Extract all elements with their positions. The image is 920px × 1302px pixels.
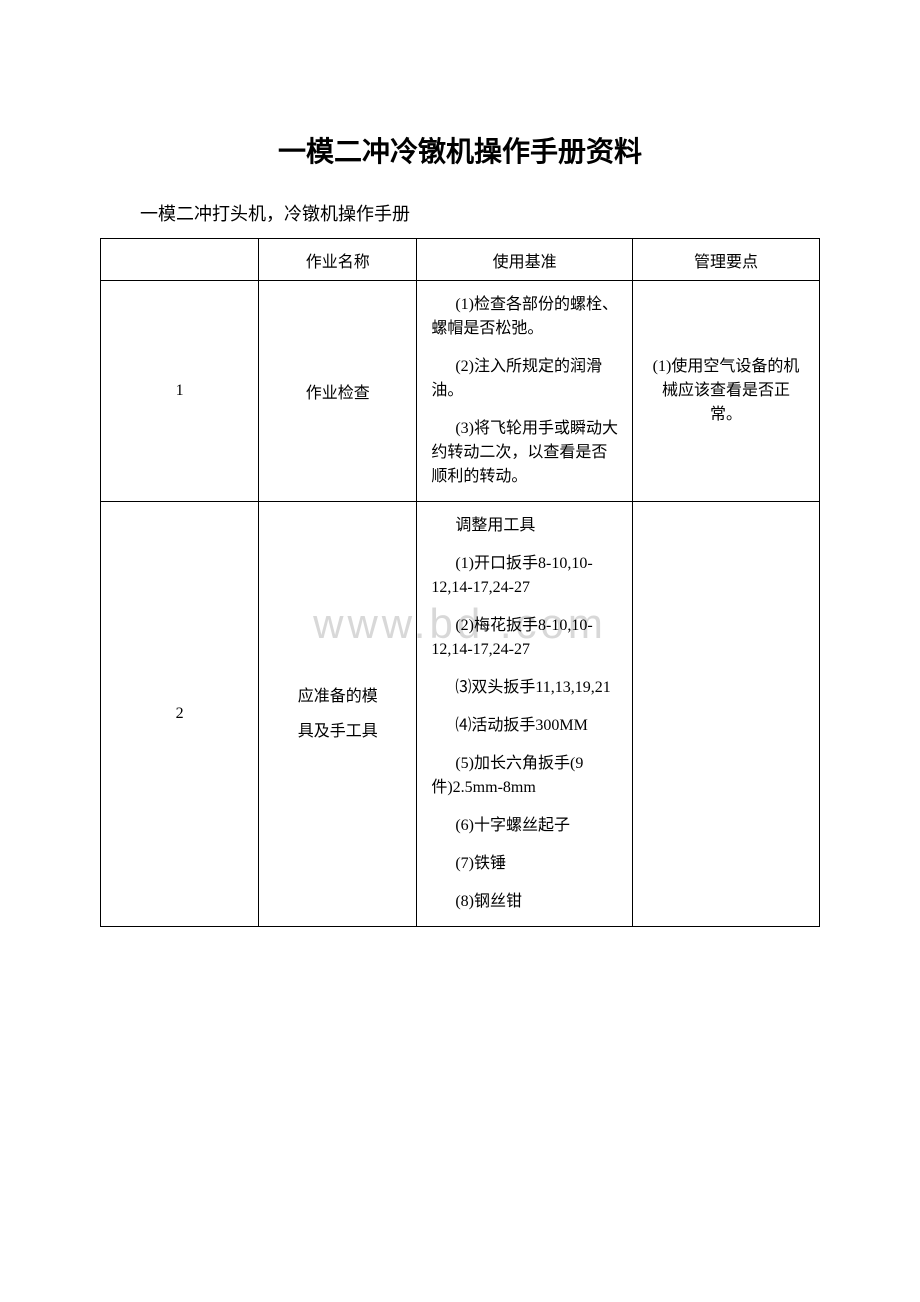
std-item: (1)检查各部份的螺栓、螺帽是否松弛。 xyxy=(431,293,618,341)
std-item: (8)钢丝钳 xyxy=(431,890,618,914)
std-item: (5)加长六角扳手(9 件)2.5mm-8mm xyxy=(431,752,618,800)
row-standard: 调整用工具 (1)开口扳手8-10,10-12,14-17,24-27 (2)梅… xyxy=(417,502,633,927)
table-header-row: 作业名称 使用基准 管理要点 xyxy=(101,239,820,281)
name-line: 应准备的模 xyxy=(265,679,410,714)
table-row: 2 应准备的模 具及手工具 调整用工具 (1)开口扳手8-10,10-12,14… xyxy=(101,502,820,927)
name-line: 具及手工具 xyxy=(265,714,410,749)
std-item: (2)梅花扳手8-10,10-12,14-17,24-27 xyxy=(431,614,618,662)
header-standard: 使用基准 xyxy=(417,239,633,281)
document-content: 一模二冲冷镦机操作手册资料 一模二冲打头机，冷镦机操作手册 作业名称 使用基准 … xyxy=(100,130,820,927)
document-title: 一模二冲冷镦机操作手册资料 xyxy=(100,130,820,170)
std-item: (7)铁锤 xyxy=(431,852,618,876)
row-number: 1 xyxy=(101,281,259,502)
row-name: 应准备的模 具及手工具 xyxy=(259,502,417,927)
std-item: (3)将飞轮用手或瞬动大约转动二次，以查看是否顺利的转动。 xyxy=(431,417,618,489)
std-item: (1)开口扳手8-10,10-12,14-17,24-27 xyxy=(431,552,618,600)
row-standard: (1)检查各部份的螺栓、螺帽是否松弛。 (2)注入所规定的润滑油。 (3)将飞轮… xyxy=(417,281,633,502)
operation-table: 作业名称 使用基准 管理要点 1 作业检查 (1)检查各部份的螺栓、螺帽是否松弛… xyxy=(100,238,820,927)
table-row: 1 作业检查 (1)检查各部份的螺栓、螺帽是否松弛。 (2)注入所规定的润滑油。… xyxy=(101,281,820,502)
std-item: (2)注入所规定的润滑油。 xyxy=(431,355,618,403)
row-management xyxy=(633,502,820,927)
std-item: ⑶双头扳手11,13,19,21 xyxy=(431,676,618,700)
mgmt-item: (1)使用空气设备的机 械应该查看是否正常。 xyxy=(647,355,805,427)
header-name: 作业名称 xyxy=(259,239,417,281)
document-subtitle: 一模二冲打头机，冷镦机操作手册 xyxy=(140,200,820,226)
row-management: (1)使用空气设备的机 械应该查看是否正常。 xyxy=(633,281,820,502)
std-item: 调整用工具 xyxy=(431,514,618,538)
std-item: (6)十字螺丝起子 xyxy=(431,814,618,838)
row-name: 作业检查 xyxy=(259,281,417,502)
row-number: 2 xyxy=(101,502,259,927)
header-management: 管理要点 xyxy=(633,239,820,281)
std-item: ⑷活动扳手300MM xyxy=(431,714,618,738)
header-number xyxy=(101,239,259,281)
